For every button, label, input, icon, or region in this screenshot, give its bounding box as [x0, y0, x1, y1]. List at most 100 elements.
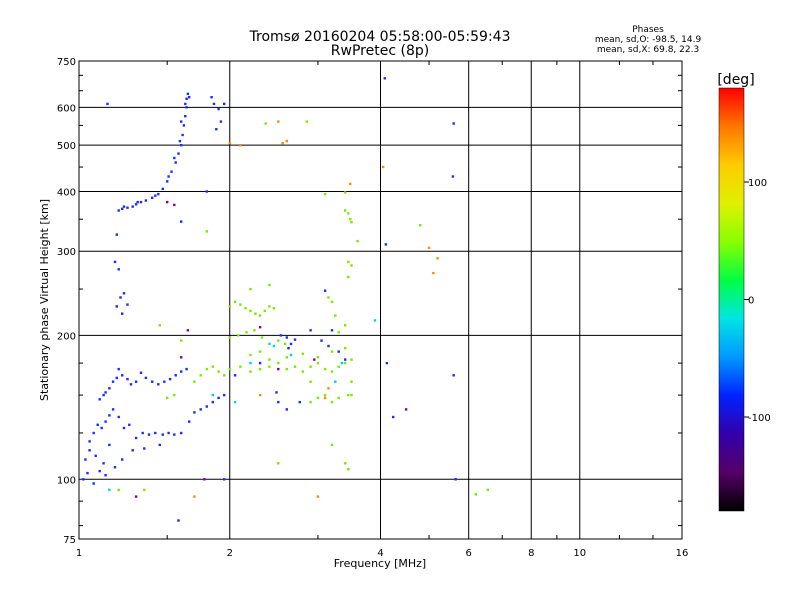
data-point — [384, 243, 388, 246]
data-point — [316, 396, 320, 400]
data-point — [177, 519, 180, 522]
data-point — [228, 336, 231, 339]
data-point — [131, 449, 134, 452]
data-point — [452, 374, 455, 377]
data-point — [244, 307, 247, 310]
data-point — [228, 305, 231, 308]
data-point — [157, 383, 160, 386]
data-point — [313, 358, 316, 361]
data-point — [316, 495, 320, 498]
data-point — [392, 415, 395, 419]
data-point — [283, 342, 287, 346]
data-point — [309, 380, 312, 383]
data-point — [168, 377, 172, 381]
data-point — [279, 334, 283, 337]
data-point — [215, 128, 218, 131]
data-point — [173, 156, 176, 160]
data-point — [108, 387, 111, 390]
data-point — [211, 365, 214, 368]
data-point — [334, 314, 337, 317]
data-point — [323, 396, 327, 400]
data-point — [154, 194, 157, 197]
data-point — [268, 305, 271, 308]
data-point — [285, 356, 288, 359]
data-point — [245, 331, 248, 334]
data-point — [117, 268, 120, 271]
data-point — [217, 107, 220, 111]
data-point — [134, 380, 138, 383]
data-point — [350, 358, 353, 361]
data-point — [260, 336, 264, 339]
data-point — [147, 433, 151, 436]
data-point — [126, 377, 129, 381]
data-point — [151, 196, 154, 199]
data-point — [134, 436, 138, 440]
data-point — [219, 120, 223, 123]
data-point — [272, 344, 276, 348]
data-point — [122, 292, 126, 295]
data-point — [157, 192, 160, 196]
data-point — [268, 358, 271, 361]
data-point — [301, 352, 305, 355]
data-point — [347, 212, 350, 215]
data-point — [174, 161, 177, 164]
data-point — [268, 365, 271, 368]
data-point — [144, 376, 148, 380]
data-point — [119, 296, 122, 299]
data-point — [94, 454, 97, 457]
stats-line-o: mean, sd,O: -98.5, 14.9 — [595, 35, 702, 45]
data-point — [486, 488, 489, 492]
data-point — [340, 361, 344, 365]
data-point — [316, 361, 320, 365]
data-point — [161, 433, 164, 436]
data-point — [180, 144, 183, 147]
data-point — [134, 495, 138, 498]
data-point — [92, 431, 95, 435]
data-point — [239, 144, 242, 147]
colorbar-tick-label: 0 — [748, 296, 754, 307]
data-point — [289, 342, 293, 346]
data-point — [349, 218, 352, 221]
data-point — [309, 400, 312, 404]
data-point — [344, 209, 347, 212]
data-point — [205, 190, 208, 193]
data-point — [223, 374, 226, 377]
data-point — [223, 478, 226, 481]
data-point — [373, 319, 377, 322]
data-point — [258, 393, 262, 397]
data-point — [205, 405, 208, 408]
data-point — [121, 207, 124, 210]
y-tick-label: 600 — [57, 103, 76, 114]
data-point — [277, 367, 280, 371]
data-point — [285, 139, 288, 143]
x-tick-label: 6 — [465, 548, 471, 559]
data-point — [268, 283, 271, 287]
x-tick-label: 10 — [573, 548, 586, 559]
data-point — [181, 133, 184, 137]
data-point — [117, 488, 120, 492]
data-point — [173, 393, 176, 397]
data-point — [136, 200, 139, 204]
colorbar-label: [deg] — [717, 72, 754, 88]
data-point — [427, 246, 431, 249]
data-point — [268, 342, 271, 346]
data-point — [289, 353, 293, 357]
data-point — [277, 462, 280, 465]
data-point — [143, 447, 146, 450]
data-point — [115, 233, 118, 236]
data-point — [121, 312, 124, 315]
data-point — [233, 400, 237, 404]
data-point — [210, 96, 213, 99]
data-point — [108, 488, 111, 492]
data-point — [275, 391, 278, 394]
data-point — [228, 141, 231, 145]
data-point — [170, 170, 173, 173]
data-point — [249, 309, 252, 313]
data-point — [258, 326, 262, 329]
data-point — [88, 449, 91, 452]
data-point — [158, 324, 161, 327]
data-point — [193, 411, 196, 414]
data-point — [385, 361, 389, 365]
data-point — [186, 329, 190, 332]
